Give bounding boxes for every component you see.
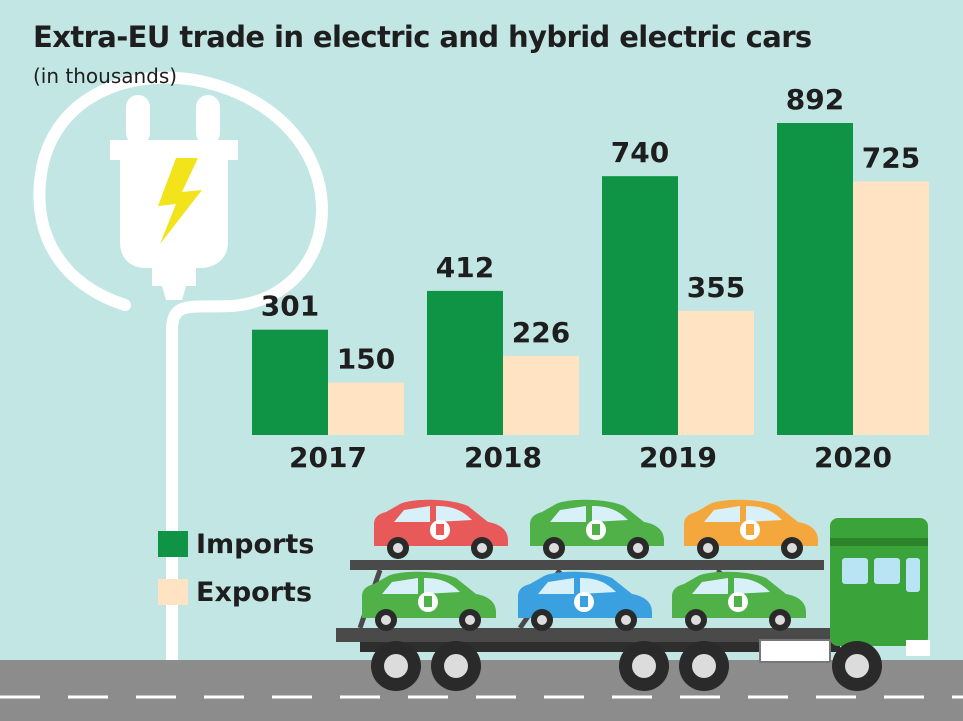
car-icon xyxy=(518,571,652,631)
bar-exports-2019 xyxy=(678,310,754,435)
car-icon xyxy=(374,499,508,559)
legend: Imports Exports xyxy=(158,520,314,616)
car-icon xyxy=(530,499,664,559)
bar-exports-2017 xyxy=(328,382,404,435)
bar-imports-2017 xyxy=(252,329,328,435)
legend-swatch-exports xyxy=(158,579,188,605)
bar-imports-2018 xyxy=(427,290,503,435)
value-label-imports-2017: 301 xyxy=(261,290,319,323)
car-icon xyxy=(362,571,496,631)
legend-swatch-imports xyxy=(158,531,188,557)
road xyxy=(0,660,963,721)
chart-subtitle: (in thousands) xyxy=(33,64,178,88)
legend-label-imports: Imports xyxy=(196,528,315,560)
chart-title: Extra-EU trade in electric and hybrid el… xyxy=(33,20,812,54)
car-icon xyxy=(684,499,818,559)
lightning-bolt-icon xyxy=(158,158,202,244)
category-label-2019: 2019 xyxy=(639,441,717,474)
value-label-exports-2018: 226 xyxy=(512,316,570,349)
bar-chart xyxy=(252,123,929,435)
value-label-exports-2019: 355 xyxy=(687,271,745,304)
value-label-imports-2019: 740 xyxy=(611,136,669,169)
value-label-exports-2020: 725 xyxy=(862,141,920,174)
category-label-2018: 2018 xyxy=(464,441,542,474)
legend-item-exports: Exports xyxy=(158,568,314,616)
bar-exports-2020 xyxy=(853,181,929,435)
bar-imports-2020 xyxy=(777,123,853,435)
value-labels: 301 150 412 226 740 355 892 725 xyxy=(261,83,920,376)
car-icon xyxy=(672,571,806,631)
value-label-imports-2020: 892 xyxy=(786,83,844,116)
year-labels: 2017 2018 2019 2020 xyxy=(289,441,892,474)
legend-label-exports: Exports xyxy=(196,576,313,608)
value-label-imports-2018: 412 xyxy=(436,251,494,284)
bar-exports-2018 xyxy=(503,355,579,435)
legend-item-imports: Imports xyxy=(158,520,314,568)
bar-imports-2019 xyxy=(602,176,678,435)
cars xyxy=(362,499,818,631)
category-label-2017: 2017 xyxy=(289,441,367,474)
value-label-exports-2017: 150 xyxy=(337,343,395,376)
category-label-2020: 2020 xyxy=(814,441,892,474)
